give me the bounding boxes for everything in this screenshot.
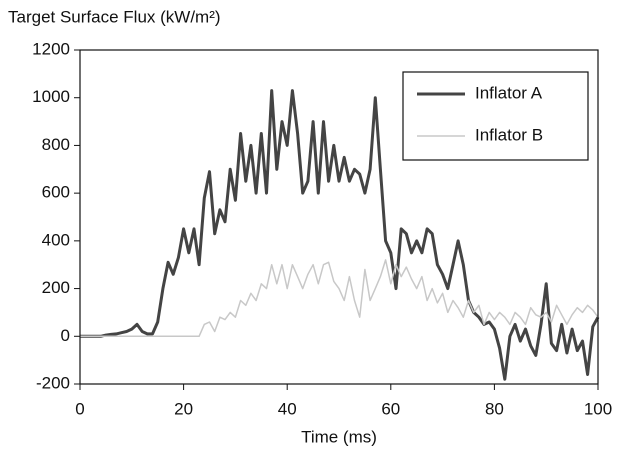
series-line xyxy=(80,259,599,338)
x-tick-label: 100 xyxy=(584,399,612,418)
x-tick-label: 40 xyxy=(278,399,297,418)
x-axis-label: Time (ms) xyxy=(301,427,377,446)
plot-frame xyxy=(79,49,599,385)
legend-label: Inflator B xyxy=(475,125,543,144)
x-tick-label: 20 xyxy=(174,399,193,418)
y-tick-label: 1000 xyxy=(32,87,70,106)
y-tick-label: 0 xyxy=(61,326,70,345)
y-tick-label: 800 xyxy=(42,135,70,154)
x-tick-label: 60 xyxy=(381,399,400,418)
y-axis-label: Target Surface Flux (kW/m²) xyxy=(8,7,221,26)
legend-label: Inflator A xyxy=(475,83,543,102)
y-tick-label: -200 xyxy=(36,373,70,392)
x-tick-label: 80 xyxy=(485,399,504,418)
y-tick-label: 200 xyxy=(42,278,70,297)
y-tick-label: 1200 xyxy=(32,39,70,58)
legend-box xyxy=(402,71,589,161)
y-tick-label: 600 xyxy=(42,183,70,202)
y-tick-label: 400 xyxy=(42,230,70,249)
series-line xyxy=(80,89,600,381)
x-tick-label: 0 xyxy=(75,399,84,418)
